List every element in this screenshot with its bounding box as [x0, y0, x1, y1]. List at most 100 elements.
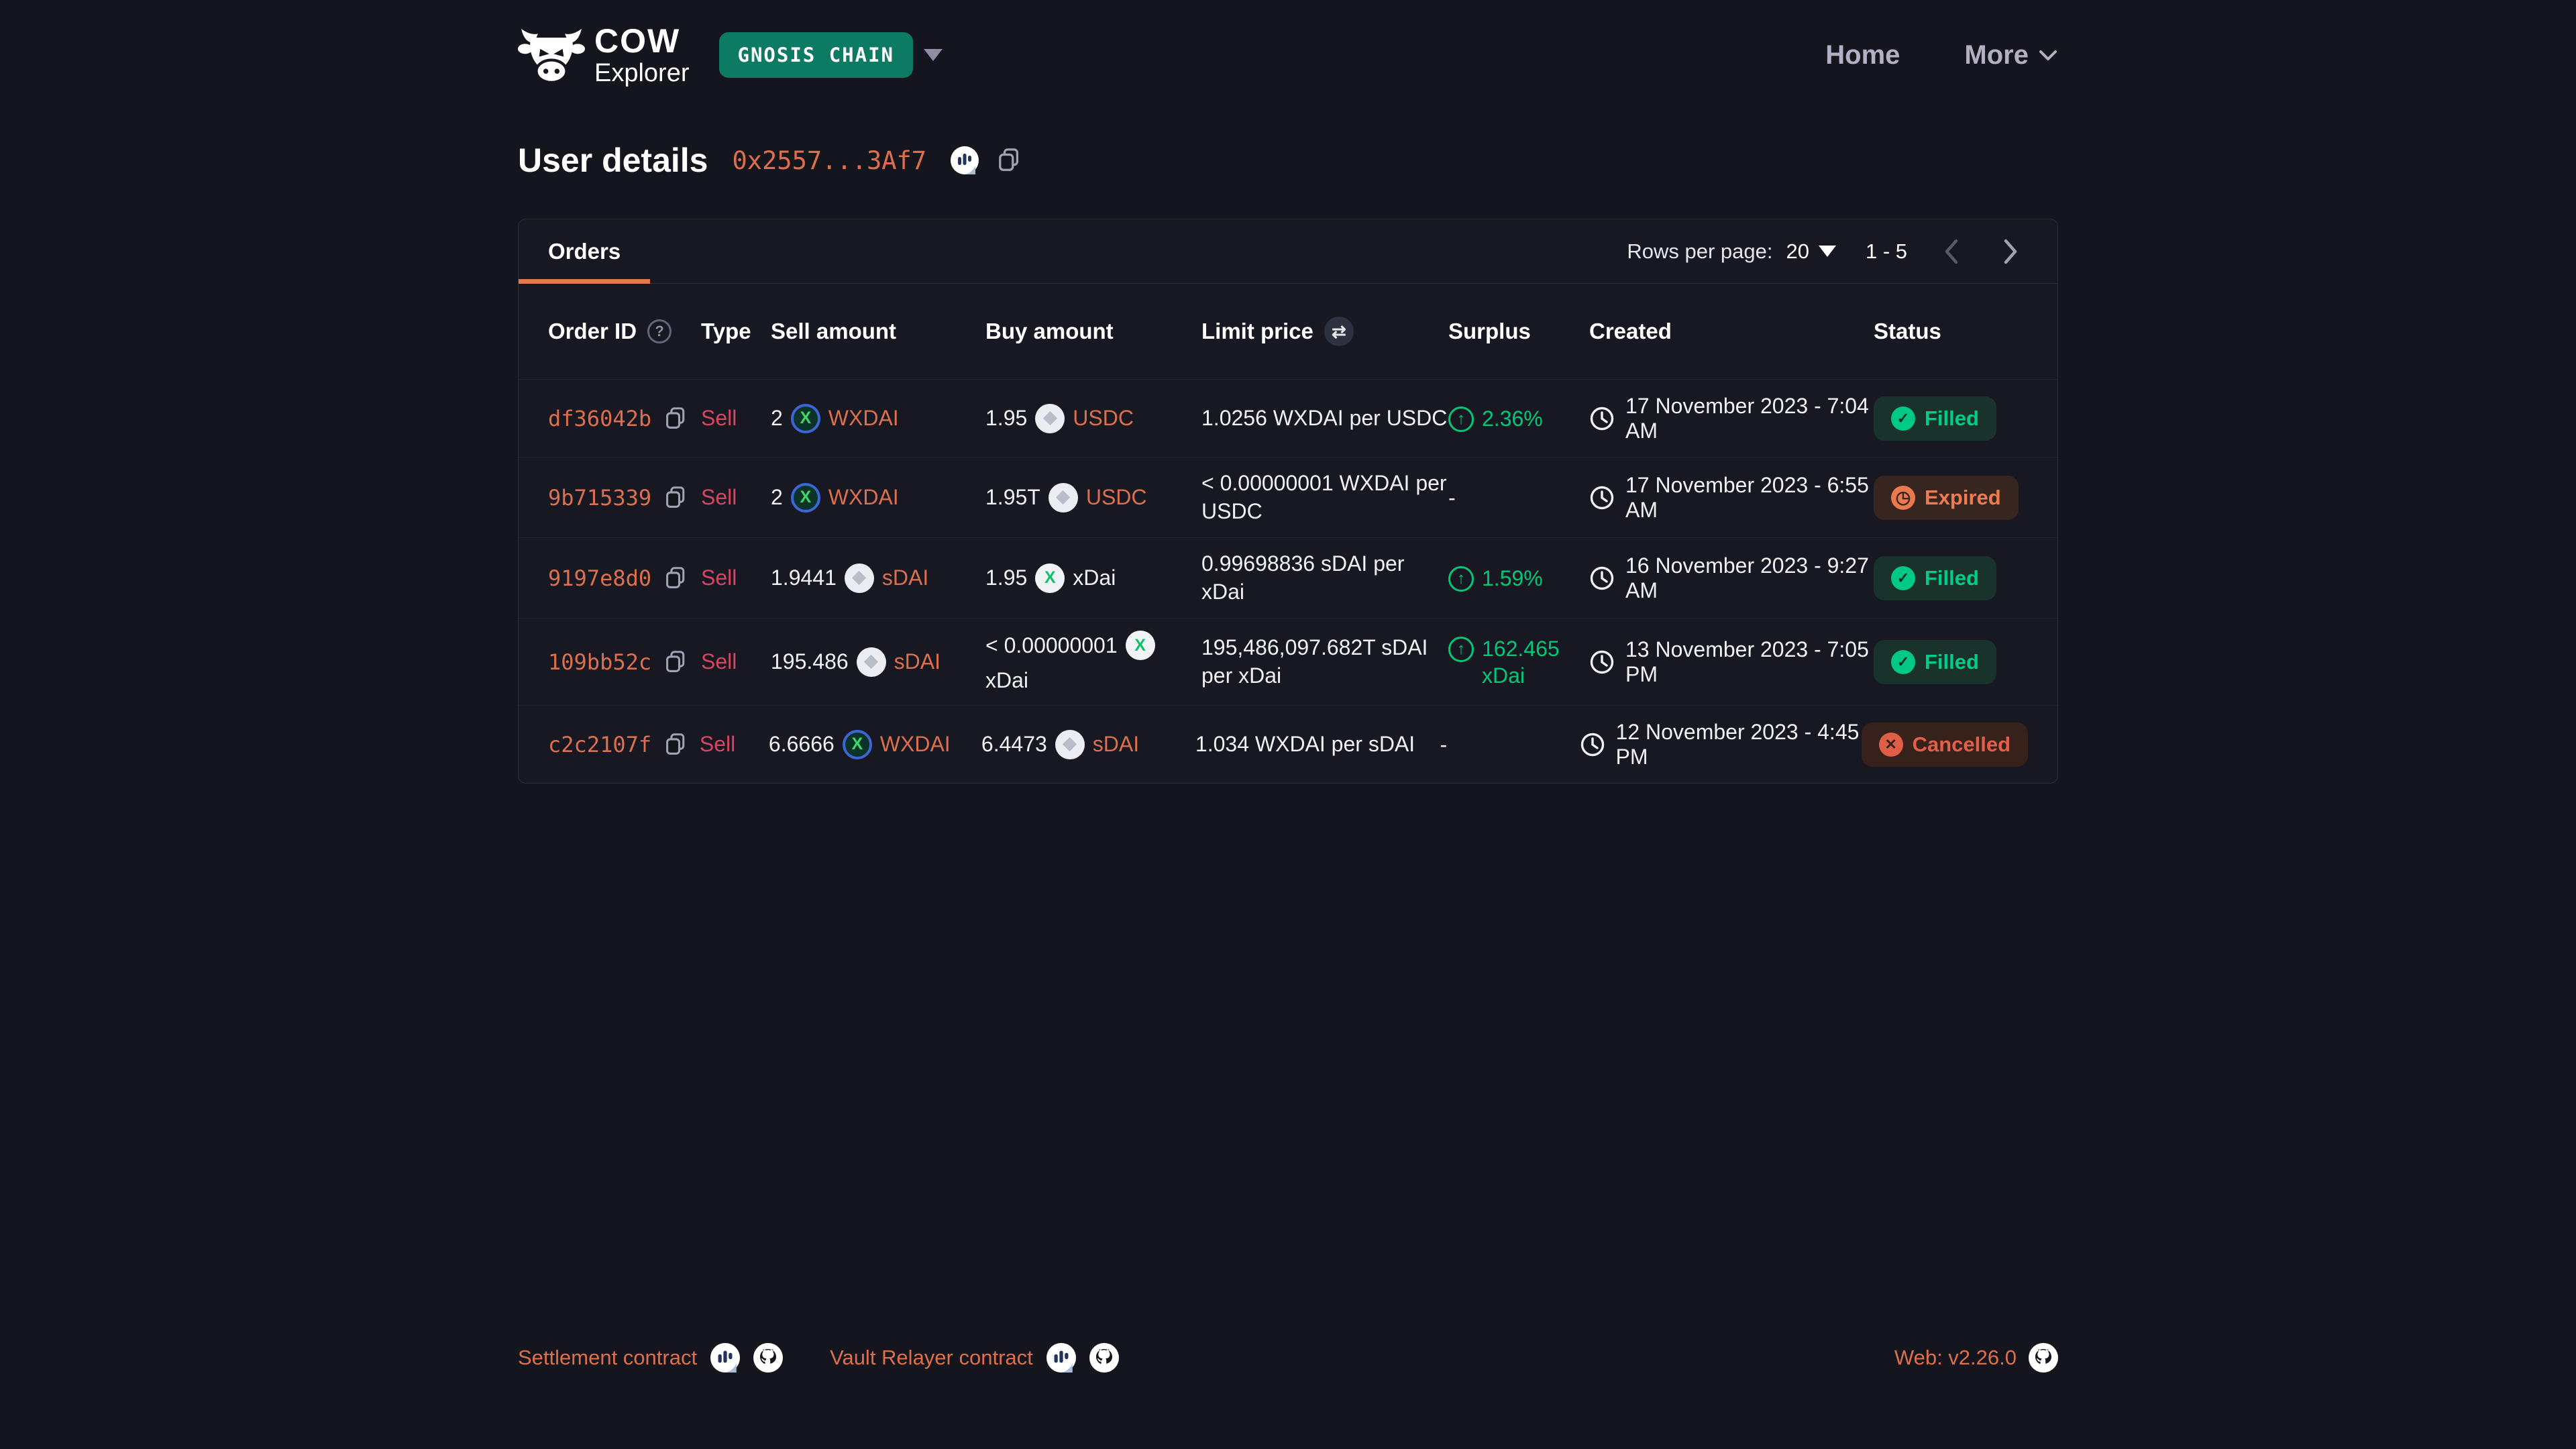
created-date: 17 November 2023 - 6:55 AM — [1625, 472, 1869, 522]
block-explorer-icon[interactable] — [710, 1343, 741, 1373]
limit-price: 1.0256 WXDAI per USDC — [1201, 405, 1448, 430]
sell-token-icon — [790, 403, 820, 433]
column-sell-amount: Sell amount — [771, 319, 897, 343]
limit-price: 0.99698836 sDAI per xDai — [1201, 551, 1405, 604]
surplus-value: - — [1448, 485, 1456, 510]
github-icon[interactable] — [2029, 1343, 2058, 1373]
pagination-controls: Rows per page: 20 1 - 5 — [1627, 237, 2057, 266]
status-badge: Filled — [1874, 396, 1996, 441]
buy-amount: 1.95 — [985, 566, 1028, 590]
column-limit-price: Limit price — [1201, 319, 1313, 343]
status-badge: Filled — [1874, 639, 1996, 684]
order-id-link[interactable]: df36042b — [548, 405, 652, 431]
top-navigation-bar: COW Explorer GNOSIS CHAIN Home More — [518, 0, 2058, 87]
buy-token-icon — [1035, 563, 1065, 593]
status-label: Filled — [1925, 406, 1979, 430]
column-status: Status — [1874, 319, 1941, 343]
copy-icon[interactable] — [665, 567, 688, 590]
buy-token-link[interactable]: USDC — [1085, 485, 1147, 510]
sell-token-link[interactable]: WXDAI — [828, 406, 899, 430]
sell-token-icon — [844, 563, 874, 593]
status-icon — [1891, 485, 1915, 510]
created-date: 16 November 2023 - 9:27 AM — [1625, 553, 1869, 602]
github-icon[interactable] — [753, 1343, 784, 1373]
user-address-link[interactable]: 0x2557...3Af7 — [732, 146, 927, 175]
sell-amount: 1.9441 — [771, 566, 837, 590]
status-icon — [1891, 566, 1915, 590]
network-selector-badge[interactable]: GNOSIS CHAIN — [718, 32, 914, 78]
column-buy-amount: Buy amount — [985, 319, 1114, 343]
orders-panel: Orders Rows per page: 20 1 - 5 — [518, 219, 2058, 784]
buy-token-link[interactable]: sDAI — [1092, 732, 1140, 757]
brand-wordmark: COW — [594, 22, 681, 60]
vault-relayer-contract-link[interactable]: Vault Relayer contract — [830, 1346, 1033, 1369]
status-label: Expired — [1925, 485, 2001, 509]
sell-token-link[interactable]: sDAI — [881, 566, 929, 590]
buy-amount: < 0.00000001 — [985, 633, 1118, 657]
buy-amount: 1.95T — [985, 485, 1040, 510]
sell-token-link[interactable]: WXDAI — [879, 732, 951, 757]
column-type: Type — [701, 319, 751, 343]
copy-icon[interactable] — [665, 407, 688, 430]
cow-explorer-logo[interactable]: COW Explorer — [518, 23, 690, 87]
order-id-link[interactable]: 109bb52c — [548, 649, 652, 675]
cow-logo-icon — [518, 23, 585, 87]
buy-token-link[interactable]: xDai — [985, 668, 1029, 693]
panel-tabbar: Orders Rows per page: 20 1 - 5 — [519, 219, 2057, 284]
block-explorer-icon[interactable] — [951, 146, 979, 174]
sell-amount: 6.6666 — [768, 732, 835, 757]
rows-per-page-select[interactable]: 20 — [1786, 239, 1836, 264]
order-type: Sell — [701, 649, 737, 674]
status-icon — [1891, 649, 1915, 674]
buy-token-link[interactable]: xDai — [1073, 566, 1116, 590]
buy-token-icon — [1055, 729, 1085, 759]
limit-price: 195,486,097.682T sDAI per xDai — [1201, 635, 1428, 688]
surplus-up-icon: ↑ — [1448, 406, 1474, 432]
clock-icon — [1580, 732, 1605, 757]
status-label: Cancelled — [1912, 732, 2011, 756]
select-caret-icon — [1818, 246, 1836, 257]
network-caret-icon[interactable] — [924, 49, 943, 61]
copy-address-icon[interactable] — [998, 148, 1022, 172]
main-nav: Home More — [1825, 40, 2058, 70]
invert-price-icon[interactable]: ⇄ — [1324, 317, 1354, 346]
help-icon[interactable]: ? — [647, 319, 672, 343]
web-version: Web: v2.26.0 — [1894, 1346, 2017, 1369]
next-page-button[interactable] — [1996, 237, 2025, 266]
limit-price: 1.034 WXDAI per sDAI — [1195, 732, 1415, 757]
order-id-link[interactable]: c2c2107f — [548, 731, 652, 757]
buy-token-link[interactable]: USDC — [1073, 406, 1134, 430]
clock-icon — [1589, 649, 1615, 675]
surplus-up-icon: ↑ — [1448, 636, 1474, 662]
settlement-contract-link[interactable]: Settlement contract — [518, 1346, 698, 1369]
created-date: 17 November 2023 - 7:04 AM — [1625, 393, 1869, 443]
sell-token-icon — [842, 729, 872, 759]
table-header-row: Order ID ? Type Sell amount Buy amount L… — [519, 284, 2057, 379]
sell-token-link[interactable]: sDAI — [894, 649, 941, 674]
page-header: User details 0x2557...3Af7 — [518, 141, 2058, 180]
page-title: User details — [518, 142, 708, 179]
copy-icon[interactable] — [665, 486, 688, 509]
previous-page-button[interactable] — [1937, 237, 1966, 266]
block-explorer-icon[interactable] — [1046, 1343, 1076, 1373]
copy-icon[interactable] — [665, 651, 688, 674]
status-label: Filled — [1925, 649, 1979, 674]
github-icon[interactable] — [1089, 1343, 1119, 1373]
order-id-link[interactable]: 9197e8d0 — [548, 565, 652, 591]
created-date: 13 November 2023 - 7:05 PM — [1625, 637, 1869, 686]
tab-orders[interactable]: Orders — [519, 219, 651, 284]
pagination-range: 1 - 5 — [1865, 239, 1907, 263]
nav-home[interactable]: Home — [1825, 40, 1900, 70]
clock-icon — [1589, 485, 1615, 511]
surplus-value: 2.36% — [1482, 406, 1543, 431]
nav-more[interactable]: More — [1964, 40, 2058, 70]
order-id-link[interactable]: 9b715339 — [548, 484, 652, 511]
table-row: 9197e8d0 Sell 1.9441 sDAI 1.95 xDai 0.99… — [519, 537, 2057, 618]
surplus-value: 162.465 xDai — [1482, 636, 1560, 688]
copy-icon[interactable] — [665, 733, 688, 756]
status-badge: Expired — [1874, 475, 2019, 520]
order-type: Sell — [699, 732, 736, 757]
column-order-id: Order ID — [548, 319, 637, 343]
sell-token-link[interactable]: WXDAI — [828, 485, 899, 510]
page-footer: Settlement contract Vault Relayer contra… — [518, 1343, 2058, 1373]
